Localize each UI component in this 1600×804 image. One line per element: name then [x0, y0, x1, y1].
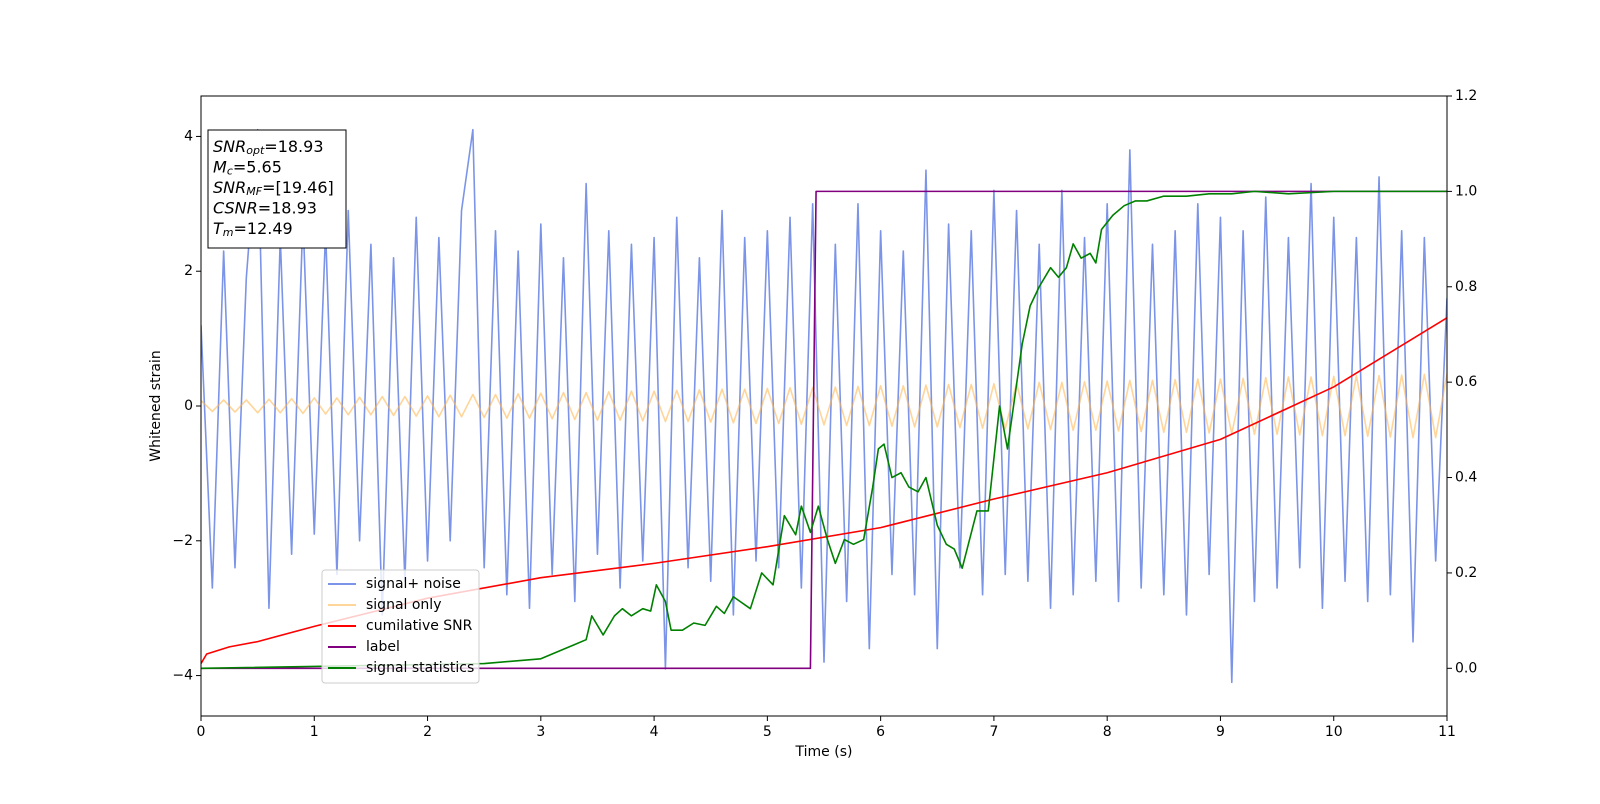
plot-area [201, 128, 1447, 684]
stats-symbol: SNR [213, 178, 246, 197]
x-tick-label: 3 [536, 724, 545, 740]
series-line [201, 317, 1447, 664]
y2-tick-label: 0.4 [1455, 470, 1477, 486]
stats-line: Mc=5.65 [213, 157, 282, 178]
x-tick-label: 4 [650, 724, 659, 740]
series-line [201, 190, 1447, 670]
y-tick-label: 4 [184, 128, 193, 144]
stats-symbol: SNR [213, 137, 246, 156]
legend-label: label [366, 639, 400, 655]
legend: signal+ noise signal only cumilative SNR la… [321, 569, 480, 684]
series-line [201, 373, 1447, 439]
y2-tick-label: 0.0 [1455, 660, 1477, 676]
legend-label: cumilative SNR [366, 618, 473, 634]
legend-label: signal statistics [366, 660, 474, 676]
y-tick-label: 0 [184, 398, 193, 414]
x-tick-label: 1 [310, 724, 319, 740]
x-axis-label: Time (s) [795, 744, 853, 760]
series-line [201, 128, 1447, 684]
stats-subscript: m [223, 226, 234, 239]
x-tick-label: 2 [423, 724, 432, 740]
x-tick-label: 8 [1103, 724, 1112, 740]
stats-symbol: T [213, 219, 224, 238]
y-tick-label: −4 [172, 668, 193, 684]
x-tick-label: 7 [989, 724, 998, 740]
stats-value: =5.65 [233, 157, 282, 176]
y-tick-label: 2 [184, 263, 193, 279]
x-tick-label: 6 [876, 724, 885, 740]
y-tick-label: −2 [172, 533, 193, 549]
x-tick-label: 0 [197, 724, 206, 740]
stats-value: =12.49 [234, 219, 293, 238]
stats-value: =18.93 [264, 137, 323, 156]
x-tick-label: 5 [763, 724, 772, 740]
x-tick-label: 10 [1325, 724, 1343, 740]
stats-line: SNRopt=18.93 [213, 137, 324, 158]
y2-tick-label: 1.0 [1455, 183, 1477, 199]
stats-line: SNRMF=[19.46] [213, 178, 334, 199]
x-tick-label: 11 [1438, 724, 1456, 740]
stats-symbol: CSNR [213, 198, 258, 217]
stats-subscript: opt [246, 144, 265, 157]
stats-box-frame [207, 129, 347, 249]
stats-value: =[19.46] [262, 178, 334, 197]
stats-line: CSNR=18.93 [213, 198, 317, 217]
legend-frame [321, 569, 480, 684]
stats-subscript: c [227, 165, 233, 178]
y2-tick-label: 1.2 [1455, 88, 1477, 104]
x-tick-label: 9 [1216, 724, 1225, 740]
y2-tick-label: 0.8 [1455, 279, 1477, 295]
legend-label: signal+ noise [366, 576, 461, 592]
stats-subscript: MF [246, 185, 262, 198]
stats-line: Tm=12.49 [213, 219, 293, 240]
y2-tick-label: 0.6 [1455, 374, 1477, 390]
y-axis-label: Whitened strain [148, 350, 164, 461]
series-line [201, 190, 1447, 670]
y2-tick-label: 0.2 [1455, 565, 1477, 581]
stats-box: SNRopt=18.93Mc=5.65SNRMF=[19.46]CSNR=18.… [207, 129, 347, 249]
legend-label: signal only [366, 597, 441, 613]
stats-symbol: M [213, 157, 227, 176]
stats-value: =18.93 [258, 198, 317, 217]
